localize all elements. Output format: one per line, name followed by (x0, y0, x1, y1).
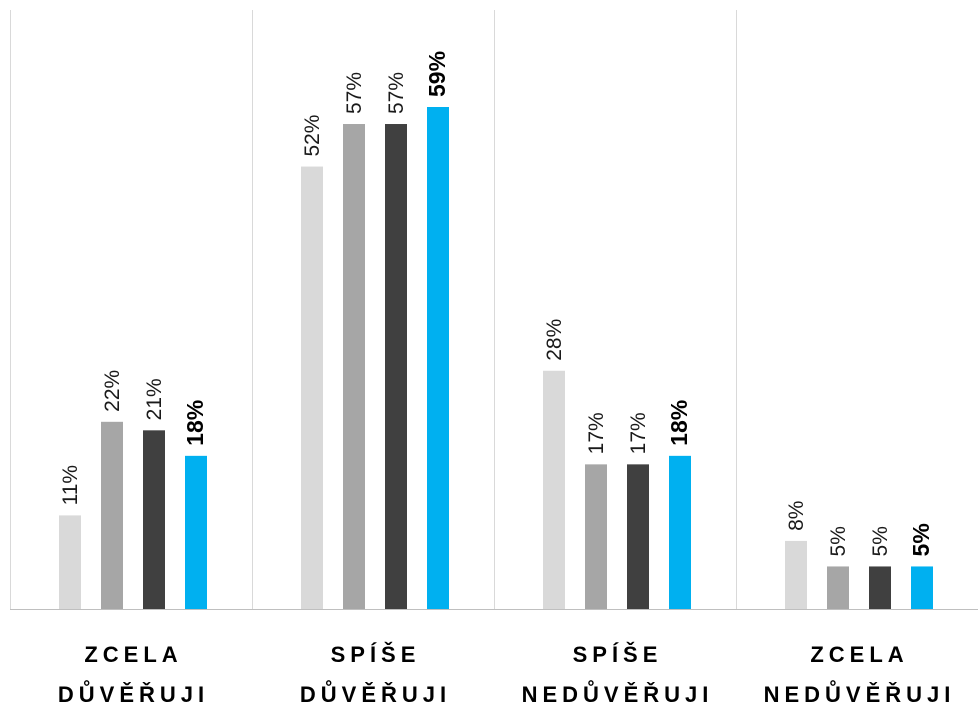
data-label: 5% (908, 523, 934, 556)
data-label: 21% (143, 378, 166, 420)
category-label: NEDŮVĚŘUJI (522, 679, 714, 703)
data-label: 17% (585, 412, 608, 454)
bar (543, 370, 565, 609)
data-label: 17% (627, 412, 650, 454)
data-label: 28% (543, 319, 566, 361)
bar (101, 421, 123, 609)
data-label: 5% (869, 526, 892, 556)
bar (869, 566, 891, 609)
data-label: 59% (424, 51, 450, 97)
data-label: 57% (343, 72, 366, 114)
data-label: 8% (785, 501, 808, 531)
category-label: DŮVĚŘUJI (300, 679, 451, 703)
category-label: SPÍŠE (573, 642, 663, 667)
bar (301, 166, 323, 609)
data-labels: 11% 52% 28% 8% 22% 57% 17% 5% 21% 57% 17% 5% 18% 59% 1… (59, 51, 934, 557)
data-label: 22% (101, 370, 124, 412)
bar (785, 540, 807, 609)
category-label: ZCELA (810, 642, 908, 667)
data-label: 5% (827, 526, 850, 556)
bars (59, 107, 933, 609)
category-labels: ZCELA DŮVĚŘUJI SPÍŠE DŮVĚŘUJI SPÍŠE NEDŮVĚŘUJ… (58, 642, 956, 703)
data-label: 11% (59, 465, 82, 505)
bar (427, 107, 449, 609)
bar (627, 464, 649, 609)
bar (385, 124, 407, 609)
category-label: NEDŮVĚŘUJI (764, 679, 956, 703)
bar (143, 430, 165, 609)
bar (911, 566, 933, 609)
bar (669, 455, 691, 609)
bar (185, 455, 207, 609)
data-label: 18% (182, 400, 208, 446)
category-separators (10, 10, 737, 609)
data-label: 18% (666, 400, 692, 446)
bar (827, 566, 849, 609)
bar (585, 464, 607, 609)
data-label: 52% (301, 115, 324, 157)
bar (343, 124, 365, 609)
data-label: 57% (385, 72, 408, 114)
category-label: ZCELA (84, 642, 182, 667)
category-label: SPÍŠE (331, 642, 421, 667)
category-label: DŮVĚŘUJI (58, 679, 209, 703)
bar (59, 515, 81, 609)
